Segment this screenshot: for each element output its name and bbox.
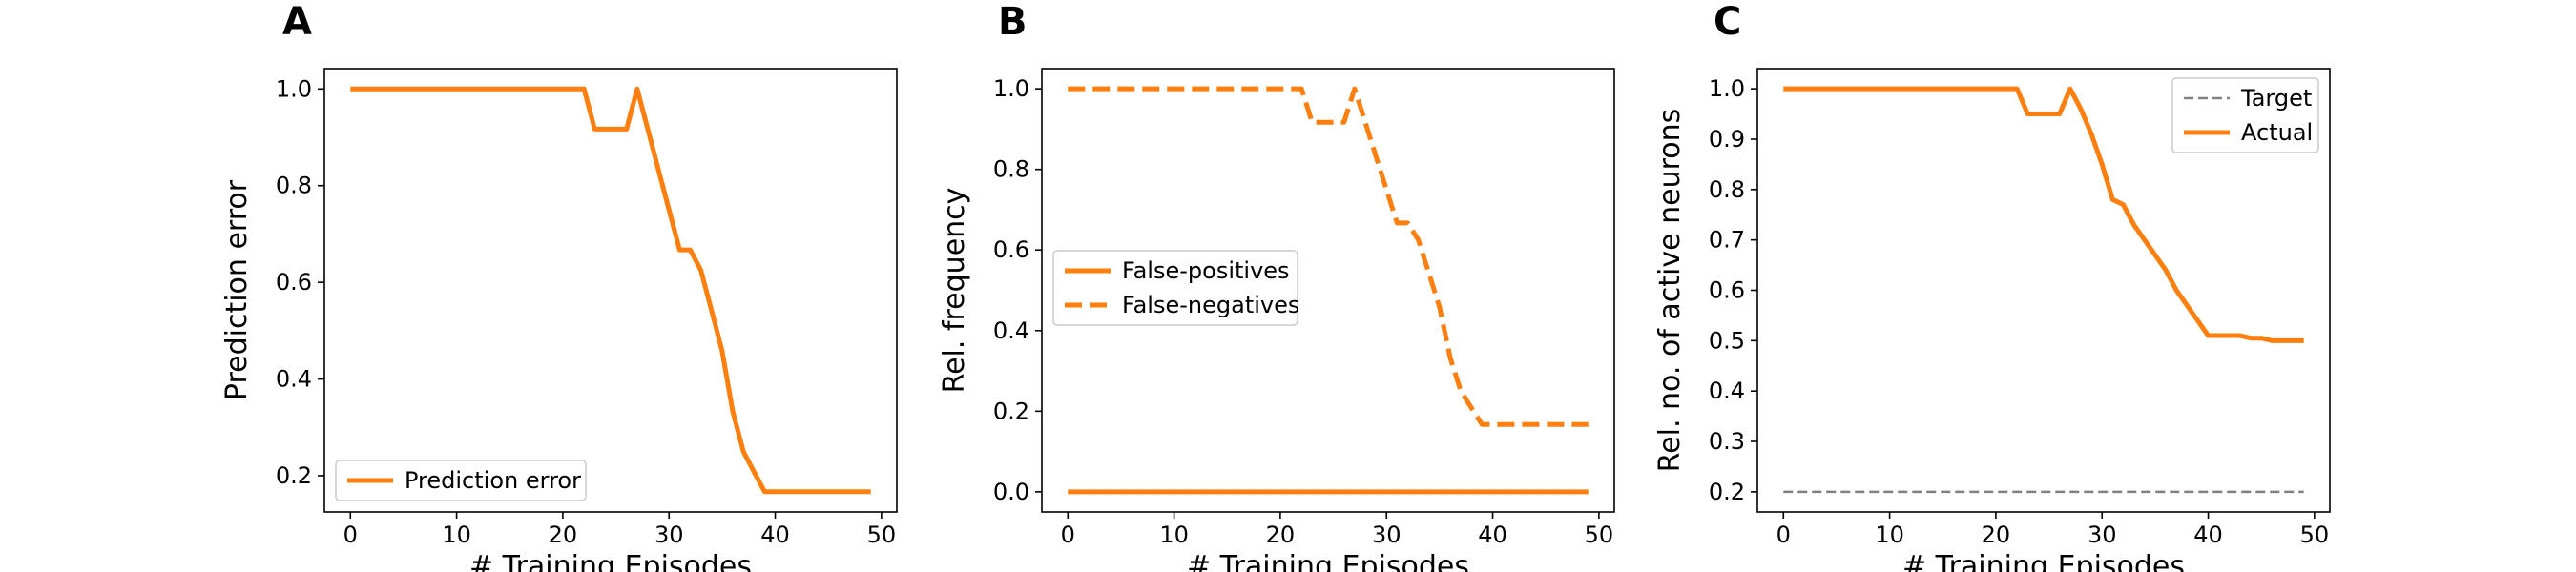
series-group bbox=[350, 86, 871, 495]
y-tick-label: 0.8 bbox=[276, 173, 312, 199]
panel-letter: A bbox=[282, 0, 312, 44]
plot-frame bbox=[1041, 68, 1615, 513]
panel-letter: B bbox=[998, 0, 1028, 44]
y-tick-label: 1.0 bbox=[993, 75, 1029, 102]
plot-frame bbox=[323, 68, 898, 513]
y-tick-label: 0.5 bbox=[1709, 327, 1745, 354]
x-tick-label: 20 bbox=[1982, 521, 2011, 548]
y-tick-label: 0.8 bbox=[993, 156, 1029, 183]
y-axis: 0.2 0.3 0.4 0.5 0.6 0.7 0.8 0.9 1.0 Rel. no. of a… bbox=[1653, 75, 1757, 505]
y-tick-label: 0.6 bbox=[1709, 277, 1745, 304]
y-axis-label: Rel. no. of active neurons bbox=[1653, 109, 1687, 473]
y-axis: 0.2 0.4 0.6 0.8 1.0 Prediction error bbox=[220, 75, 324, 489]
legend-label: Actual bbox=[2241, 119, 2313, 146]
panel-b: B 0 10 20 30 40 50 # Training Episodes 0.0 0.2 0.4… bbox=[938, 0, 1615, 572]
series-line-actual bbox=[1783, 86, 2304, 343]
x-tick-label: 50 bbox=[1585, 521, 1614, 548]
x-tick-label: 50 bbox=[867, 521, 897, 548]
y-tick-label: 1.0 bbox=[1709, 75, 1745, 102]
y-tick-label: 0.6 bbox=[993, 236, 1029, 263]
y-tick-label: 0.0 bbox=[993, 479, 1029, 505]
y-tick-label: 1.0 bbox=[276, 75, 312, 102]
legend-box bbox=[335, 460, 587, 501]
x-tick-label: 20 bbox=[1266, 521, 1296, 548]
x-tick-label: 0 bbox=[1061, 521, 1075, 548]
legend-label: Target bbox=[2240, 85, 2312, 112]
x-axis-label: # Training Episodes bbox=[1187, 550, 1469, 572]
x-axis: 0 10 20 30 40 50 # Training Episodes bbox=[1776, 512, 2330, 572]
y-tick-label: 0.4 bbox=[1709, 378, 1745, 404]
legend-label: False-negatives bbox=[1122, 292, 1299, 318]
x-tick-label: 40 bbox=[1478, 521, 1507, 548]
x-tick-label: 40 bbox=[760, 521, 790, 548]
legend: Prediction error bbox=[335, 460, 587, 501]
y-axis: 0.0 0.2 0.4 0.6 0.8 1.0 Rel. frequency bbox=[938, 75, 1042, 505]
x-axis: 0 10 20 30 40 50 # Training Episodes bbox=[1061, 512, 1614, 572]
legend: False-positives False-negatives bbox=[1052, 250, 1299, 326]
y-tick-label: 0.9 bbox=[1709, 126, 1745, 153]
y-tick-label: 0.2 bbox=[276, 462, 312, 489]
x-tick-label: 0 bbox=[343, 521, 358, 548]
y-tick-label: 0.6 bbox=[276, 269, 312, 296]
panel-c: C 0 10 20 30 40 50 # Training Episodes 0.2 0.3 0.4… bbox=[1653, 0, 2331, 572]
panel-letter: C bbox=[1714, 0, 1741, 44]
x-tick-label: 10 bbox=[442, 521, 471, 548]
y-axis-label: Rel. frequency bbox=[938, 188, 971, 394]
y-tick-label: 0.2 bbox=[1709, 479, 1745, 505]
legend-label: Prediction error bbox=[405, 467, 581, 494]
x-axis: 0 10 20 30 40 50 # Training Episodes bbox=[343, 512, 897, 572]
y-tick-label: 0.4 bbox=[276, 366, 312, 393]
y-tick-label: 0.3 bbox=[1709, 428, 1745, 455]
x-tick-label: 0 bbox=[1776, 521, 1791, 548]
series-line-false-negatives bbox=[1068, 86, 1589, 427]
x-tick-label: 20 bbox=[549, 521, 578, 548]
x-tick-label: 10 bbox=[1159, 521, 1189, 548]
x-tick-label: 30 bbox=[2088, 521, 2117, 548]
legend-label: False-positives bbox=[1122, 257, 1290, 284]
y-tick-label: 0.7 bbox=[1709, 227, 1745, 254]
x-tick-label: 40 bbox=[2193, 521, 2223, 548]
x-tick-label: 10 bbox=[1875, 521, 1904, 548]
y-tick-label: 0.8 bbox=[1709, 176, 1745, 203]
series-group bbox=[1068, 86, 1589, 495]
y-tick-label: 0.2 bbox=[993, 398, 1029, 424]
legend-box bbox=[1052, 250, 1298, 326]
x-axis-label: # Training Episodes bbox=[1902, 550, 2185, 572]
y-tick-label: 0.4 bbox=[993, 317, 1029, 344]
x-tick-label: 30 bbox=[654, 521, 684, 548]
x-tick-label: 30 bbox=[1372, 521, 1402, 548]
legend: Target Actual bbox=[2171, 77, 2319, 153]
x-axis-label: # Training Episodes bbox=[469, 550, 752, 572]
series-line-prediction-error bbox=[350, 86, 871, 495]
x-tick-label: 50 bbox=[2300, 521, 2330, 548]
series-group bbox=[1783, 86, 2304, 494]
y-axis-label: Prediction error bbox=[220, 179, 254, 400]
panel-a: A 0 10 20 30 40 50 # Training Episodes 0.2 0.4 0.6… bbox=[220, 0, 898, 572]
